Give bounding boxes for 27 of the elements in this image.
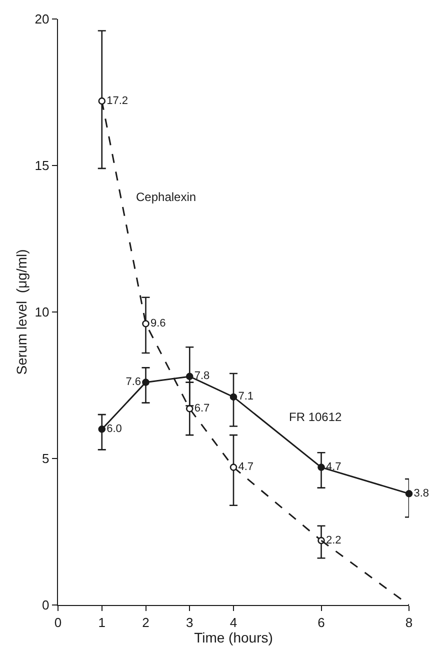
y-tick-label: 20 (34, 12, 50, 27)
x-tick-label: 6 (318, 614, 325, 630)
x-axis-title: Time (hours) (194, 630, 273, 646)
series-label: FR 10612 (289, 410, 342, 424)
y-tick-label: 10 (34, 304, 50, 320)
data-label: 6.7 (194, 402, 210, 414)
y-tick-label: 5 (42, 451, 50, 466)
x-tick-label: 4 (230, 614, 238, 630)
data-label: 7.1 (238, 390, 254, 403)
data-label: 7.8 (194, 370, 210, 382)
y-tick-label: 15 (34, 158, 50, 174)
data-label: 2.2 (326, 534, 342, 546)
x-tick-label: 1 (98, 614, 106, 630)
y-axis-title: Serum level (μg/ml) (13, 249, 30, 375)
data-label: 4.7 (326, 461, 342, 474)
data-label: 9.6 (150, 317, 166, 330)
y-tick-label: 0 (42, 598, 50, 613)
data-label: 6.0 (106, 422, 122, 435)
data-label: 3.8 (414, 487, 430, 500)
data-label: 7.6 (126, 376, 141, 388)
x-tick-label: 3 (186, 614, 194, 630)
x-tick-label: 2 (142, 614, 150, 630)
series-label: Cephalexin (136, 190, 196, 204)
data-label: 17.2 (106, 94, 128, 107)
x-tick-label: 8 (405, 614, 413, 630)
data-label: 4.7 (238, 461, 254, 474)
x-tick-label: 0 (54, 614, 62, 630)
